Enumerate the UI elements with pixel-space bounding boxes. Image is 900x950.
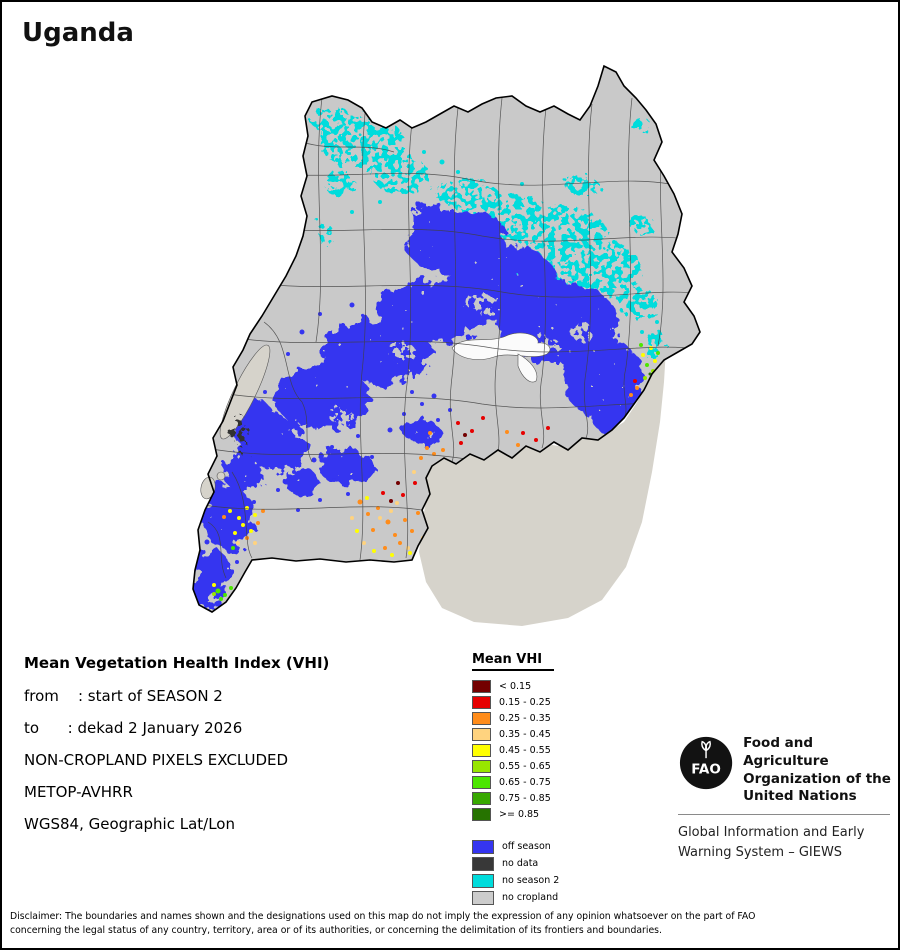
legend: Mean VHI < 0.15 0.15 - 0.25 0.25 - 0.35 … <box>472 648 559 906</box>
footer-divider <box>678 814 890 815</box>
legend-item: off season <box>472 838 559 855</box>
map-info-to: to : dekad 2 January 2026 <box>24 719 243 737</box>
vhi-speckles-yellow <box>212 346 657 599</box>
legend-swatch <box>472 775 491 789</box>
legend-item: no cropland <box>472 889 559 906</box>
lake-kyoga <box>451 332 551 383</box>
legend-label: off season <box>502 841 551 852</box>
legend-swatch <box>472 873 494 888</box>
legend-item: no data <box>472 855 559 872</box>
legend-item: 0.45 - 0.55 <box>472 742 559 758</box>
legend-label: < 0.15 <box>499 680 532 692</box>
disclaimer-line: concerning the legal status of any count… <box>10 925 662 937</box>
legend-swatch <box>472 856 494 871</box>
legend-label: 0.75 - 0.85 <box>499 792 551 804</box>
legend-swatch <box>472 890 494 905</box>
legend-swatch <box>472 679 491 693</box>
legend-item: 0.55 - 0.65 <box>472 758 559 774</box>
legend-swatch <box>472 711 491 725</box>
fao-org-name: Food and Agriculture Organization of the… <box>743 733 898 806</box>
legend-item: 0.35 - 0.45 <box>472 726 559 742</box>
legend-swatch <box>472 727 491 741</box>
legend-swatch <box>472 807 491 821</box>
legend-item: >= 0.85 <box>472 806 559 822</box>
legend-label: 0.15 - 0.25 <box>499 696 551 708</box>
legend-label: 0.65 - 0.75 <box>499 776 551 788</box>
wheat-icon <box>701 740 711 759</box>
legend-item: 0.15 - 0.25 <box>472 694 559 710</box>
giews-line: Warning System – GIEWS <box>678 844 843 860</box>
legend-gap <box>472 822 559 838</box>
vhi-speckles-darkred <box>389 433 467 503</box>
map-info-sensor: METOP-AVHRR <box>24 783 133 801</box>
legend-label: >= 0.85 <box>499 808 540 820</box>
legend-swatch <box>472 695 491 709</box>
fao-org-line: Food and Agriculture <box>743 735 829 769</box>
fao-logo: FAO <box>679 736 733 790</box>
legend-item: no season 2 <box>472 872 559 889</box>
legend-label: no cropland <box>502 892 559 903</box>
map-info-projection: WGS84, Geographic Lat/Lon <box>24 815 235 833</box>
legend-label: 0.55 - 0.65 <box>499 760 551 772</box>
giews-label: Global Information and Early Warning Sys… <box>678 823 864 862</box>
legend-swatch <box>472 759 491 773</box>
legend-label: no season 2 <box>502 875 560 886</box>
legend-swatch <box>472 839 494 854</box>
fao-block: FAO Food and Agriculture Organization of… <box>678 733 898 806</box>
fao-org-line: Organization of the <box>743 770 891 787</box>
legend-swatch <box>472 791 491 805</box>
legend-label: 0.25 - 0.35 <box>499 712 551 724</box>
map-info-block: Mean Vegetation Health Index (VHI) from … <box>24 654 329 847</box>
legend-item: 0.75 - 0.85 <box>472 790 559 806</box>
map-info-from: from : start of SEASON 2 <box>24 687 223 705</box>
legend-item: 0.65 - 0.75 <box>472 774 559 790</box>
disclaimer-line: Disclaimer: The boundaries and names sho… <box>10 911 756 922</box>
legend-item: < 0.15 <box>472 678 559 694</box>
no-cropland-holes <box>292 292 594 439</box>
fao-org-line: United Nations <box>743 788 857 805</box>
vhi-speckles-red <box>381 379 637 497</box>
disclaimer-text: Disclaimer: The boundaries and names sho… <box>10 910 755 939</box>
lake-victoria <box>419 348 666 626</box>
legend-title: Mean VHI <box>472 652 555 671</box>
district-boundaries <box>195 97 700 579</box>
legend-label: 0.35 - 0.45 <box>499 728 551 740</box>
legend-label: 0.45 - 0.55 <box>499 744 551 756</box>
fao-acronym: FAO <box>691 762 721 778</box>
map-info-heading: Mean Vegetation Health Index (VHI) <box>24 654 330 672</box>
country-outline <box>192 64 701 613</box>
giews-line: Global Information and Early <box>678 825 865 840</box>
map-info-cropland-note: NON-CROPLAND PIXELS EXCLUDED <box>24 751 289 769</box>
legend-item: 0.25 - 0.35 <box>472 710 559 726</box>
vhi-speckles-orange <box>222 386 639 550</box>
legend-label: no data <box>502 858 539 869</box>
legend-swatch <box>472 743 491 757</box>
page-title: Uganda <box>22 18 134 48</box>
